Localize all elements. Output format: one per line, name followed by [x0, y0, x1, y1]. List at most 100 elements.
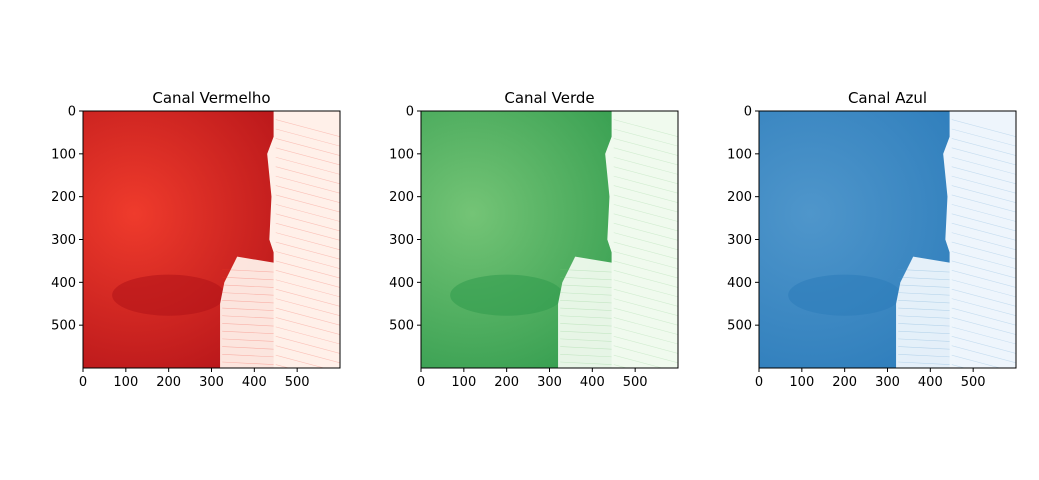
facade-line	[222, 300, 274, 304]
cloud-shadow	[788, 274, 902, 316]
facade-line	[613, 147, 678, 166]
facade-line	[275, 232, 340, 251]
facade-line	[275, 260, 340, 279]
facade-line	[275, 194, 340, 213]
y-tick-label: 0	[744, 105, 752, 120]
facade-line	[898, 330, 950, 335]
facade-line	[898, 315, 950, 319]
facade-line	[613, 194, 678, 213]
short-building	[896, 256, 957, 368]
y-tick-label: 300	[51, 233, 76, 248]
facade-line	[222, 269, 274, 273]
facade-line	[275, 307, 340, 326]
x-tick-label: 500	[623, 375, 648, 390]
facade-line	[951, 364, 966, 368]
facade-line	[951, 241, 1016, 260]
facade-line	[898, 300, 950, 304]
facade-line	[613, 307, 678, 326]
facade-line	[951, 213, 1016, 232]
facade-line	[898, 269, 950, 273]
facade-line	[951, 279, 1016, 298]
facade-line	[560, 323, 612, 327]
facade-line	[613, 204, 678, 222]
facade-line	[951, 166, 1016, 185]
facade-line	[613, 260, 678, 279]
facade-line	[613, 279, 678, 298]
facade-line	[275, 336, 340, 354]
y-tick-label: 0	[406, 105, 414, 120]
x-tick-label: 300	[875, 375, 900, 390]
x-tick-label: 100	[113, 375, 138, 390]
facade-line	[275, 128, 340, 147]
x-tick-label: 400	[918, 375, 943, 390]
facade-line	[951, 260, 1016, 279]
facade-line	[222, 276, 274, 281]
facade-line	[898, 292, 950, 296]
facade-line	[898, 307, 950, 311]
x-tick-label: 100	[451, 375, 476, 390]
image-1	[83, 111, 340, 368]
y-tick-label: 400	[389, 276, 414, 291]
facade-line	[951, 232, 1016, 251]
facade-line	[275, 147, 340, 166]
facade-line	[275, 213, 340, 232]
y-tick-label: 100	[51, 147, 76, 162]
facade-line	[560, 346, 612, 350]
facade-line	[613, 232, 678, 251]
image-3	[759, 111, 1016, 368]
facade-line	[613, 326, 678, 345]
tall-building	[605, 111, 678, 368]
facade-line	[560, 284, 612, 288]
facade-line	[898, 323, 950, 327]
facade-line	[951, 317, 1016, 335]
facade-line	[951, 354, 1002, 368]
x-tick-label: 200	[832, 375, 857, 390]
y-tick-label: 100	[727, 147, 752, 162]
x-tick-label: 0	[755, 375, 763, 390]
cloud-shadow	[450, 274, 564, 316]
facade-line	[275, 298, 340, 317]
facade-line	[613, 213, 678, 232]
y-tick-label: 300	[727, 233, 752, 248]
panel-title: Canal Verde	[504, 89, 594, 107]
y-tick-label: 500	[389, 319, 414, 334]
facade-line	[222, 338, 274, 342]
facade-line	[613, 156, 678, 175]
facade-line	[560, 292, 612, 296]
facade-line	[613, 175, 678, 194]
facade-line	[898, 361, 950, 365]
facade-line	[275, 354, 326, 368]
facade-line	[275, 251, 340, 269]
panel-title: Canal Vermelho	[152, 89, 270, 107]
facade-line	[560, 353, 612, 358]
facade-line	[275, 156, 340, 175]
facade-line	[613, 270, 678, 288]
facade-line	[613, 354, 664, 368]
facade-line	[951, 147, 1016, 166]
facade-line	[560, 307, 612, 311]
facade-line	[951, 345, 1016, 364]
facade-line	[222, 315, 274, 319]
facade-line	[560, 315, 612, 319]
facade-line	[951, 222, 1016, 241]
facade-line	[222, 284, 274, 288]
facade-line	[613, 345, 678, 364]
facade-line	[560, 276, 612, 281]
y-tick-label: 500	[51, 319, 76, 334]
tall-building	[943, 111, 1016, 368]
facade-line	[951, 251, 1016, 269]
facade-line	[898, 346, 950, 350]
x-tick-label: 200	[494, 375, 519, 390]
facade-line	[275, 166, 340, 185]
x-tick-label: 400	[242, 375, 267, 390]
facade-line	[613, 288, 678, 307]
panel-3: 0 100 200 300 400 500 0 100 200 300 400 500 Canal Az…	[727, 89, 1017, 390]
x-tick-label: 400	[580, 375, 605, 390]
facade-line	[222, 307, 274, 311]
tall-building	[267, 111, 340, 368]
image-2	[421, 111, 678, 368]
facade-line	[275, 222, 340, 241]
facade-line	[898, 353, 950, 358]
facade-line	[222, 323, 274, 327]
x-tick-label: 100	[789, 375, 814, 390]
